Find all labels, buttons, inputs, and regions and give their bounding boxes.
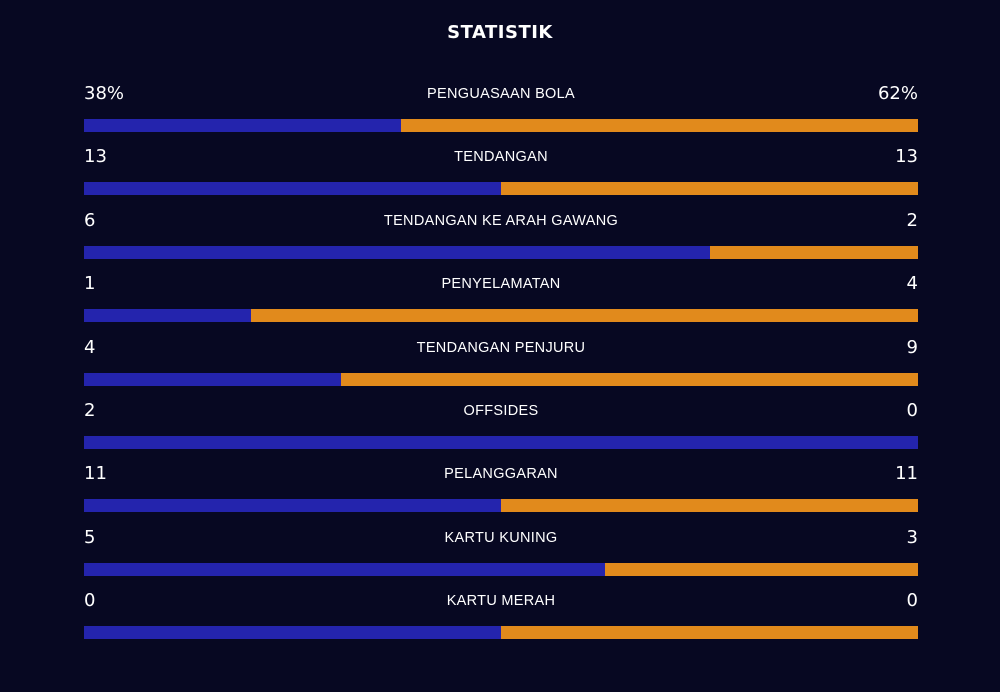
stat-label: TENDANGAN	[454, 149, 548, 166]
home-value: 1	[84, 273, 96, 295]
comparison-bar	[84, 182, 918, 196]
stat-row-possession: 38% PENGUASAAN BOLA 62%	[84, 80, 918, 143]
comparison-bar	[84, 435, 918, 449]
home-bar-segment	[84, 372, 341, 386]
away-bar-segment	[400, 119, 918, 132]
away-value: 3	[906, 526, 918, 548]
away-value: 0	[906, 399, 918, 421]
comparison-bar	[84, 562, 918, 576]
stat-label: PENYELAMATAN	[441, 276, 561, 293]
stats-list: 38% PENGUASAAN BOLA 62% 13 TENDANGAN 13 …	[84, 80, 918, 651]
home-value: 4	[84, 336, 96, 358]
home-value: 5	[84, 526, 96, 548]
home-bar-segment	[84, 182, 501, 196]
stat-label: OFFSIDES	[463, 402, 539, 419]
home-value: 6	[84, 209, 96, 231]
away-bar-segment	[501, 626, 918, 640]
away-value: 0	[906, 590, 918, 612]
home-bar-segment	[84, 309, 251, 323]
stat-row-yellow-cards: 5 KARTU KUNING 3	[84, 524, 918, 587]
stat-label: TENDANGAN KE ARAH GAWANG	[383, 212, 619, 229]
home-bar-segment	[84, 245, 710, 259]
stat-row-offsides: 2 OFFSIDES 0	[84, 397, 918, 460]
away-value: 4	[906, 273, 918, 295]
away-value: 13	[895, 146, 918, 168]
stat-label: PELANGGARAN	[444, 466, 558, 483]
stat-row-saves: 1 PENYELAMATAN 4	[84, 270, 918, 333]
stats-title: STATISTIK	[447, 22, 553, 43]
comparison-bar	[84, 309, 918, 323]
comparison-bar	[84, 119, 918, 132]
away-bar-segment	[250, 309, 918, 323]
away-bar-segment	[709, 245, 918, 259]
comparison-bar	[84, 626, 918, 640]
home-bar-segment	[84, 499, 501, 513]
stat-row-shots: 13 TENDANGAN 13	[84, 143, 918, 206]
away-value: 11	[895, 463, 918, 485]
comparison-bar	[84, 372, 918, 386]
home-value: 11	[84, 463, 107, 485]
home-value: 2	[84, 399, 96, 421]
away-bar-segment	[501, 499, 918, 513]
stat-row-corners: 4 TENDANGAN PENJURU 9	[84, 334, 918, 397]
stat-row-shots-on-target: 6 TENDANGAN KE ARAH GAWANG 2	[84, 207, 918, 270]
comparison-bar	[84, 499, 918, 513]
stat-label: TENDANGAN PENJURU	[416, 339, 586, 356]
stat-label: PENGUASAAN BOLA	[427, 86, 575, 102]
stat-label: KARTU KUNING	[444, 529, 558, 546]
comparison-bar	[84, 245, 918, 259]
home-value: 38%	[84, 83, 125, 104]
away-bar-segment	[340, 372, 918, 386]
home-bar-segment	[84, 435, 918, 449]
home-bar-segment	[84, 626, 501, 640]
stat-label: KARTU MERAH	[446, 593, 556, 610]
away-value: 2	[906, 209, 918, 231]
away-bar-segment	[501, 182, 918, 196]
stat-row-fouls: 11 PELANGGARAN 11	[84, 460, 918, 523]
away-bar-segment	[605, 562, 918, 576]
home-bar-segment	[84, 119, 401, 132]
home-value: 0	[84, 590, 96, 612]
away-value: 62%	[877, 83, 918, 104]
away-value: 9	[906, 336, 918, 358]
stat-row-red-cards: 0 KARTU MERAH 0	[84, 587, 918, 650]
home-value: 13	[84, 146, 107, 168]
home-bar-segment	[84, 562, 606, 576]
